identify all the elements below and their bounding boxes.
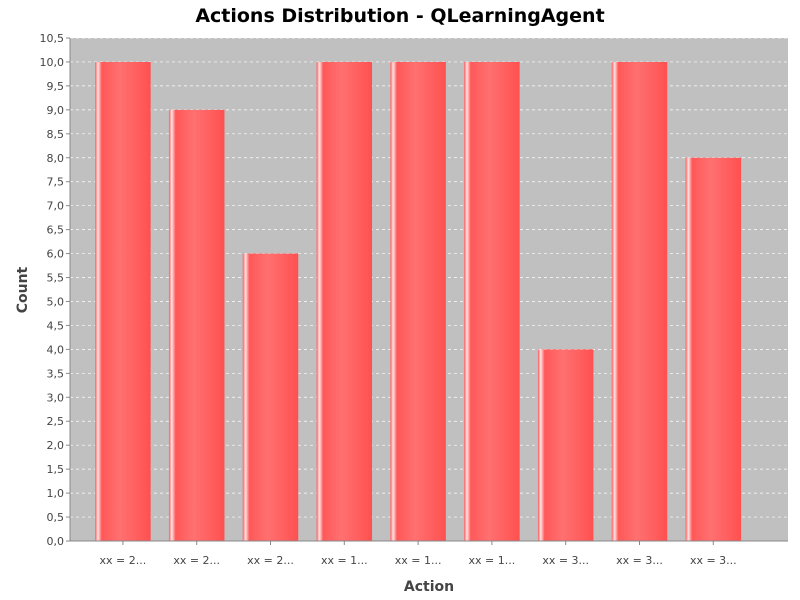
bar xyxy=(464,61,520,541)
x-tick-label: xx = 2... xyxy=(173,554,220,567)
y-tick-label: 6,0 xyxy=(47,248,65,261)
y-tick-label: 2,0 xyxy=(47,439,65,452)
y-tick-label: 5,5 xyxy=(47,272,65,285)
x-tick-label: xx = 2... xyxy=(247,554,294,567)
y-tick-label: 8,0 xyxy=(47,152,65,165)
y-tick-label: 4,0 xyxy=(47,343,65,356)
y-tick-label: 1,0 xyxy=(47,487,65,500)
bar xyxy=(95,61,151,541)
y-tick-label: 3,0 xyxy=(47,391,65,404)
chart-title: Actions Distribution - QLearningAgent xyxy=(195,5,604,27)
bars xyxy=(95,61,742,542)
x-tick-label: xx = 1... xyxy=(321,554,368,567)
x-axis-label: Action xyxy=(404,579,454,595)
x-tick-label: xx = 3... xyxy=(616,554,663,567)
y-tick-label: 3,5 xyxy=(47,367,65,380)
x-axis-ticks: xx = 2... xx = 2... xx = 2... xx = 1... xx =… xyxy=(100,541,737,567)
y-tick-label: 4,5 xyxy=(47,319,65,332)
x-tick-label: xx = 1... xyxy=(469,554,516,567)
y-axis-ticks: 0,0 0,5 1,0 1,5 2,0 2,5 3,0 3,5 4,0 4,5 5,0 5,5 6,0 6… xyxy=(40,32,70,548)
y-tick-label: 1,5 xyxy=(47,463,65,476)
bar xyxy=(168,109,225,541)
bar xyxy=(537,349,594,541)
y-tick-label: 7,5 xyxy=(47,176,65,189)
x-tick-label: xx = 3... xyxy=(690,554,737,567)
x-tick-label: xx = 3... xyxy=(542,554,589,567)
bar xyxy=(316,61,373,541)
y-tick-label: 10,5 xyxy=(40,32,65,45)
y-tick-label: 8,5 xyxy=(47,128,65,141)
y-tick-label: 0,5 xyxy=(47,511,65,524)
y-tick-label: 7,0 xyxy=(47,200,65,213)
bar xyxy=(611,61,668,541)
x-tick-label: xx = 2... xyxy=(100,554,147,567)
y-tick-label: 0,0 xyxy=(47,535,65,548)
y-tick-label: 9,0 xyxy=(47,104,65,117)
y-tick-label: 2,5 xyxy=(47,415,65,428)
bar xyxy=(685,157,742,541)
bar xyxy=(390,61,446,541)
y-tick-label: 6,5 xyxy=(47,224,65,237)
y-tick-label: 10,0 xyxy=(40,56,65,69)
bar xyxy=(242,253,299,542)
y-axis-label: Count xyxy=(15,266,31,313)
x-tick-label: xx = 1... xyxy=(395,554,442,567)
y-tick-label: 9,5 xyxy=(47,80,65,93)
y-tick-label: 5,0 xyxy=(47,295,65,308)
